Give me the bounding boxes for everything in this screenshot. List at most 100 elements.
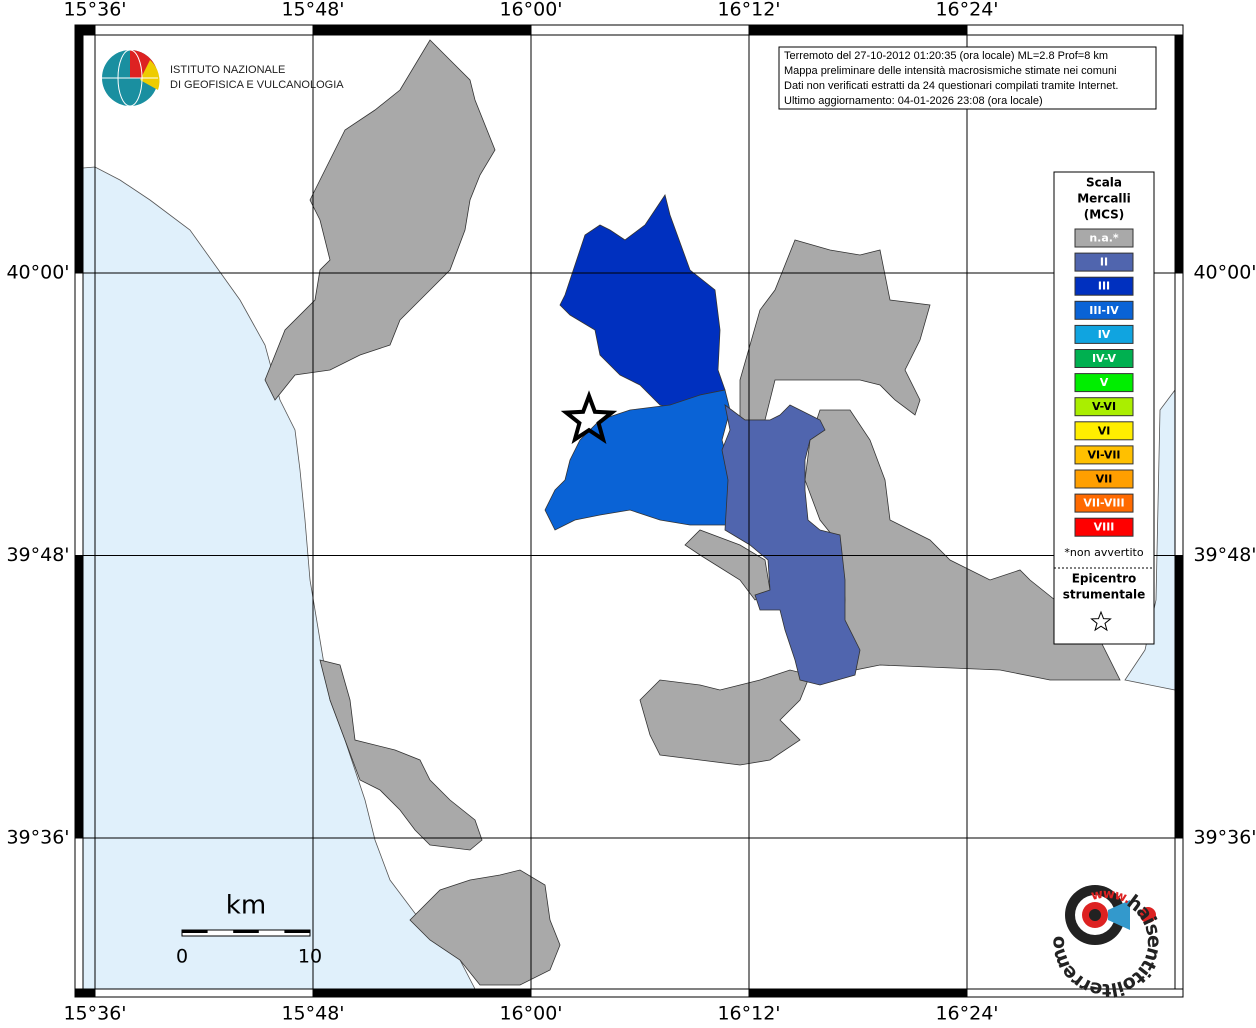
legend-swatch [1074,276,1134,296]
legend-epicenter: strumentale [1063,588,1146,602]
gray-regions [264,39,1121,986]
logo-globe [140,60,160,90]
lon-label: 16°12' [717,0,780,21]
region [739,239,931,421]
lon-label: 15°36' [63,0,126,21]
frame-band [74,837,84,990]
ingv-name: DI GEOFISICA E VULCANOLOGIA [170,79,344,91]
graticule: 15°36' 15°36' 15°48' 15°48' 16°00' 16°00' 16°1… [6,0,1256,1025]
info-line: Mappa preliminare delle intensità macros… [784,65,1117,77]
legend-label: VIII [1094,521,1115,534]
scale-bar: km 0 10 [176,891,322,968]
frame-band [74,24,96,36]
legend-swatch [1074,517,1134,537]
frame-band [74,988,96,998]
lon-label: 16°00' [499,0,562,21]
legend-swatch [1074,469,1134,489]
legend-label: V [1100,376,1109,389]
legend-label: VI-VII [1087,448,1120,461]
region-iii [559,194,726,411]
legend-swatch [1074,493,1134,513]
legend-label: V-VI [1092,400,1116,413]
info-line: Ultimo aggiornamento: 04-01-2026 23:08 (… [784,95,1043,107]
region [319,659,483,851]
legend-label: III [1098,280,1110,293]
legend-title: Scala [1086,176,1122,190]
frame [74,24,1184,998]
frame-band [966,988,1184,998]
lat-label: 39°36' [6,827,69,849]
logo-speaker [1108,900,1130,930]
logo-target [1089,909,1101,921]
lat-label: 39°48' [6,544,69,566]
frame-band [530,988,750,998]
legend-footnote: *non avvertito [1064,546,1143,559]
legend-epicenter: Epicentro [1072,572,1137,586]
frame-band [74,272,84,556]
info-box [778,46,1157,110]
legend-swatch [1074,228,1134,248]
legend-label: n.a.* [1089,232,1119,245]
lat-label: 40°00' [6,262,69,284]
frame-band [74,555,84,839]
legend: ScalaMercalli(MCS)n.a.*IIIIIIII-IVIVIV-V… [1054,176,1154,632]
lon-label: 16°12' [717,1003,780,1025]
frame-band [1174,555,1184,839]
legend-title: Mercalli [1077,192,1131,206]
scale-label: 0 [176,946,188,968]
frame-band [1174,34,1184,274]
info-text: Terremoto del 27-10-2012 01:20:35 (ora l… [784,50,1118,107]
frame-band [530,24,750,36]
lon-label: 16°24' [935,1003,998,1025]
region [264,39,496,401]
frame-band [74,34,84,274]
frame-band [1174,272,1184,556]
legend-label: VI [1098,424,1111,437]
legend-label: IV [1098,328,1111,341]
legend-label: II [1100,256,1108,269]
frame-band [312,988,532,998]
legend-swatch [1074,373,1134,393]
ingv-name: ISTITUTO NAZIONALE [170,64,285,76]
epicenter-star [560,390,618,445]
lon-label: 15°48' [281,0,344,21]
legend-label: IV-V [1092,352,1117,365]
info-line: Dati non verificati estratti da 24 quest… [784,80,1118,92]
scale-bar-segment [284,930,310,933]
legend-swatch [1074,397,1134,417]
legend-title: (MCS) [1084,208,1125,222]
region [639,669,811,766]
frame-band [748,24,968,36]
scale-bar-segment [233,930,259,933]
legend-label: VII-VIII [1083,497,1124,510]
scale-unit: km [226,891,266,921]
region [409,869,561,986]
frame-band [1174,837,1184,990]
frame-band [94,988,314,998]
frame-band [312,24,532,36]
frame-band [748,988,968,998]
lon-label: 15°36' [63,1003,126,1025]
legend-star [1090,610,1112,632]
legend-label: VII [1096,473,1113,486]
legend-label: III-IV [1089,304,1119,317]
lat-label: 39°48' [1193,544,1256,566]
logo-dot [1140,907,1156,923]
scale-bar-segment [182,930,208,933]
legend-swatch [1074,252,1134,272]
legend-swatch [1074,445,1134,465]
legend-swatch [1074,349,1134,368]
legend-swatch [1074,421,1134,441]
scale-label: 10 [298,946,322,968]
frame-band [94,24,314,36]
legend-swatch [1074,324,1134,344]
lon-label: 16°24' [935,0,998,21]
lon-label: 15°48' [281,1003,344,1025]
info-line: Terremoto del 27-10-2012 01:20:35 (ora l… [784,50,1108,62]
ingv-logo: ISTITUTO NAZIONALE DI GEOFISICA E VULCAN… [102,49,344,107]
lat-label: 40°00' [1193,262,1256,284]
lon-label: 16°00' [499,1003,562,1025]
region-ii [721,404,861,686]
legend-swatch [1074,300,1134,320]
